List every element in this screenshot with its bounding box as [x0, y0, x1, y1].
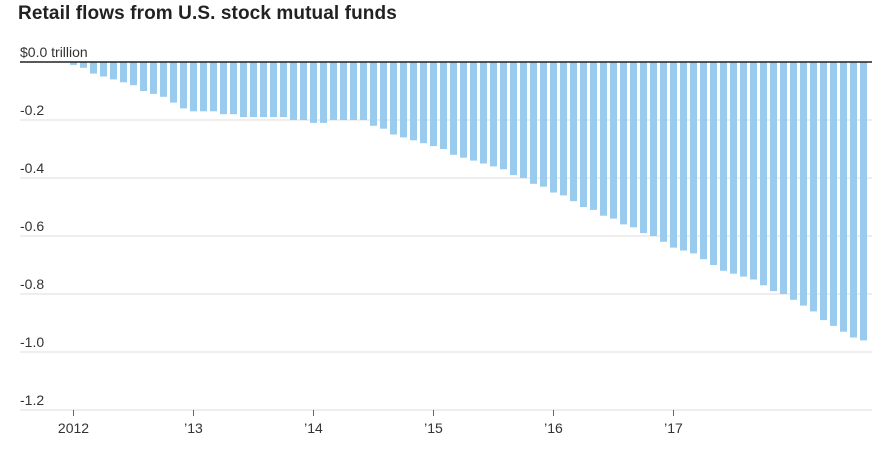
bar: [240, 62, 247, 118]
bar: [520, 62, 527, 178]
bar: [450, 62, 457, 155]
bar: [640, 62, 647, 234]
bar: [690, 62, 697, 254]
bar: [790, 62, 797, 300]
bar: [580, 62, 587, 207]
bar: [680, 62, 687, 251]
bar: [820, 62, 827, 321]
bar: [390, 62, 397, 135]
bar: [470, 62, 477, 161]
bar: [370, 62, 377, 126]
bar: [400, 62, 407, 138]
bar: [140, 62, 147, 91]
bar: [720, 62, 727, 271]
y-tick-label: $0.0 trillion: [20, 44, 88, 60]
bar: [600, 62, 607, 216]
bar: [260, 62, 267, 118]
y-tick-label: -1.2: [20, 392, 44, 408]
bar: [740, 62, 747, 277]
y-tick-label: -0.2: [20, 102, 44, 118]
bar: [540, 62, 547, 187]
bar: [120, 62, 127, 83]
bar: [350, 62, 357, 120]
bar: [230, 62, 237, 115]
bar: [590, 62, 597, 210]
bar: [90, 62, 97, 74]
bar: [860, 62, 867, 341]
bar: [770, 62, 777, 292]
x-tick-label: 2012: [58, 420, 89, 436]
bar: [480, 62, 487, 164]
bar: [570, 62, 577, 202]
bar: [270, 62, 277, 118]
bar: [650, 62, 657, 236]
bar: [410, 62, 417, 141]
bar: [110, 62, 117, 80]
bar: [310, 62, 317, 123]
y-tick-label: -1.0: [20, 334, 44, 350]
bar: [430, 62, 437, 147]
bar: [760, 62, 767, 286]
bar: [190, 62, 197, 112]
chart-title: Retail flows from U.S. stock mutual fund…: [18, 3, 397, 24]
bar: [380, 62, 387, 129]
bar: [180, 62, 187, 109]
bar: [150, 62, 157, 94]
bar: [70, 62, 77, 65]
bar: [780, 62, 787, 294]
bar: [300, 62, 307, 120]
bar: [830, 62, 837, 326]
bar: [840, 62, 847, 332]
bar: [440, 62, 447, 149]
bar: [170, 62, 177, 103]
bar: [290, 62, 297, 120]
bar: [460, 62, 467, 158]
bar: [620, 62, 627, 225]
bar: [80, 62, 87, 68]
bar: [420, 62, 427, 144]
y-tick-label: -0.6: [20, 218, 44, 234]
bar: [710, 62, 717, 265]
bar: [810, 62, 817, 312]
bar: [610, 62, 617, 219]
bar: [530, 62, 537, 184]
bar: [500, 62, 507, 170]
bar: [200, 62, 207, 112]
bar: [750, 62, 757, 280]
x-tick-label: ’13: [184, 420, 203, 436]
x-tick-label: ’14: [304, 420, 323, 436]
y-tick-label: -0.4: [20, 160, 44, 176]
bar: [850, 62, 857, 338]
bar: [490, 62, 497, 167]
x-tick-label: ’16: [544, 420, 563, 436]
bar: [100, 62, 107, 77]
bar: [280, 62, 287, 118]
bar: [670, 62, 677, 248]
bar: [700, 62, 707, 260]
bar: [160, 62, 167, 97]
x-tick-label: ’15: [424, 420, 443, 436]
bar: [130, 62, 137, 86]
bar: [800, 62, 807, 306]
y-tick-label: -0.8: [20, 276, 44, 292]
x-tick-label: ’17: [664, 420, 683, 436]
bar: [660, 62, 667, 242]
bar: [220, 62, 227, 115]
bar: [550, 62, 557, 193]
bar: [360, 62, 367, 120]
bar: [340, 62, 347, 120]
bar: [510, 62, 517, 176]
bar: [630, 62, 637, 228]
bar: [250, 62, 257, 118]
bar: [320, 62, 327, 123]
bar: [330, 62, 337, 120]
bar: [210, 62, 217, 112]
bar: [730, 62, 737, 274]
bar: [560, 62, 567, 196]
